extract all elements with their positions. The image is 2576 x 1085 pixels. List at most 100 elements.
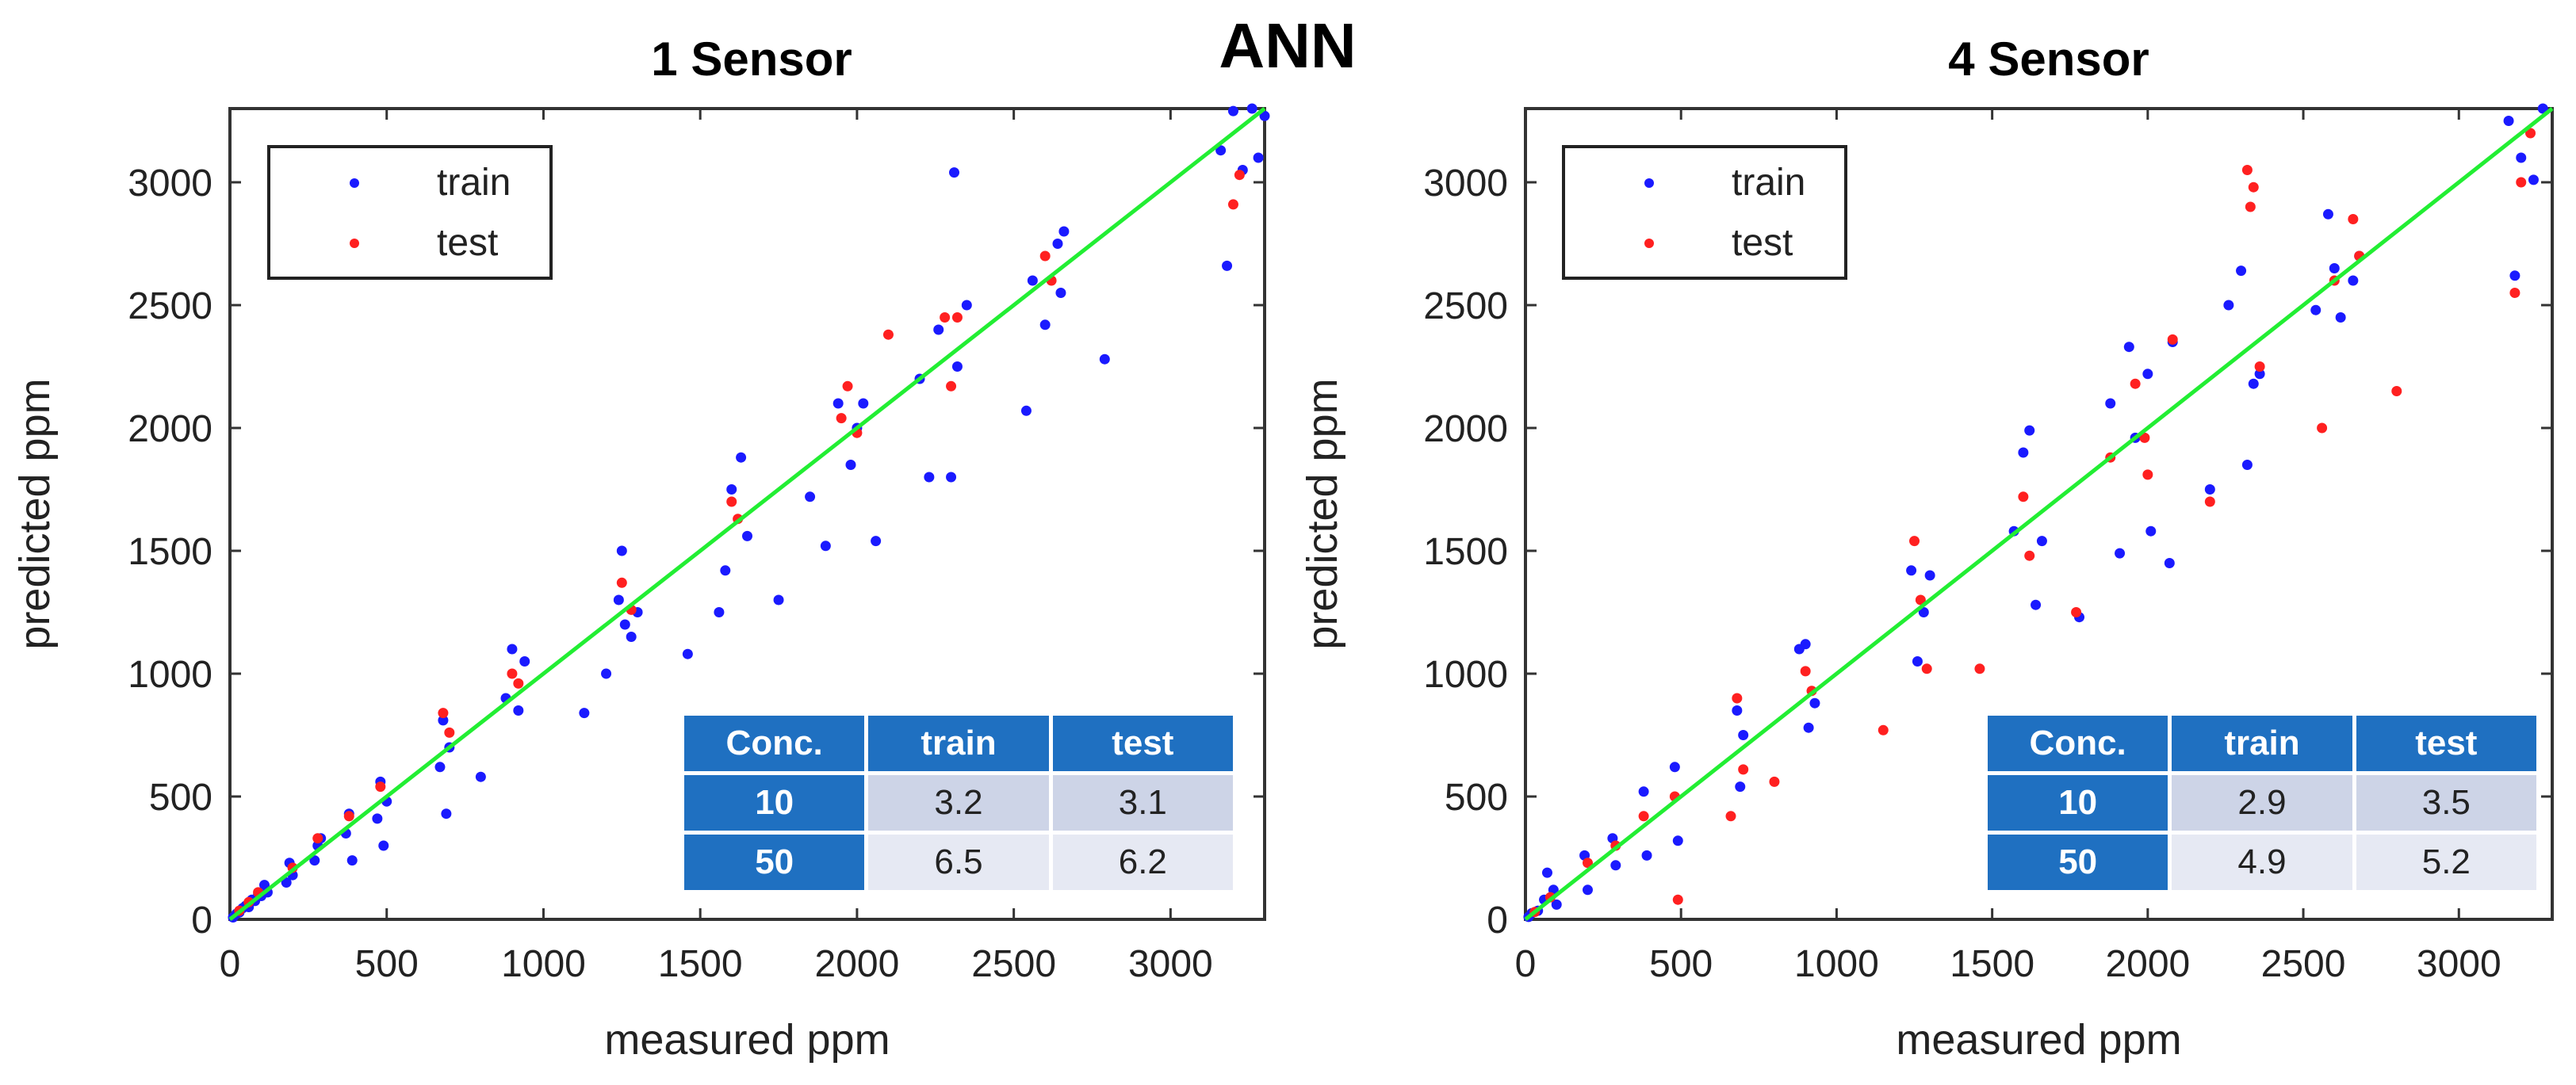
data-point-train	[2509, 270, 2520, 281]
data-point-test	[507, 668, 518, 679]
data-point-test	[2018, 491, 2029, 502]
data-point-test	[2509, 288, 2520, 298]
x-tick-label: 0	[220, 943, 241, 985]
y-axis-label: predicted ppm	[11, 378, 59, 649]
y-tick-label: 1000	[128, 654, 212, 696]
data-point-train	[1246, 103, 1257, 114]
data-point-test	[1877, 724, 1889, 735]
data-point-train	[2145, 525, 2157, 537]
data-point-train	[1259, 110, 1270, 121]
data-point-train	[2329, 263, 2340, 273]
data-point-train	[1800, 639, 1811, 650]
data-point-test	[940, 312, 951, 323]
y-tick-label: 2500	[1423, 285, 1508, 327]
data-point-train	[1906, 565, 1917, 576]
data-point-train	[2335, 312, 2346, 323]
data-point-train	[1541, 867, 1552, 878]
table-cell-conc: 50	[1988, 835, 2168, 890]
chart-1-stats-table: Conc. train test 10 3.2 3.1 50 6.5 6.2	[680, 712, 1237, 894]
data-point-train	[2537, 103, 2548, 114]
data-point-train	[346, 855, 358, 866]
data-point-train	[513, 705, 524, 716]
data-point-train	[1020, 405, 1032, 416]
data-point-train	[1227, 105, 1238, 117]
data-point-train	[1641, 850, 1652, 861]
data-point-test	[1725, 811, 1736, 822]
data-point-test	[2130, 378, 2141, 389]
data-point-train	[2528, 174, 2539, 185]
table-header-row: Conc. train test	[1988, 716, 2536, 771]
data-point-test	[2245, 201, 2256, 212]
data-point-train	[1099, 353, 1110, 365]
data-point-train	[1924, 570, 1935, 581]
table-cell-train: 6.5	[868, 835, 1049, 890]
y-tick-label: 2000	[128, 408, 212, 450]
data-point-train	[2036, 536, 2047, 547]
y-tick-label: 1000	[1423, 654, 1508, 696]
x-tick-label: 3000	[1128, 943, 1213, 985]
data-point-test	[842, 380, 853, 392]
x-tick-label: 2500	[971, 943, 1056, 985]
chart-2-plot: 0 500 1000 1500 2000 2500 3000 0 500 1000 1500 2000…	[1299, 103, 2554, 1064]
data-point-train	[2236, 266, 2247, 277]
data-point-train	[858, 398, 869, 409]
legend-label-train: train	[437, 162, 511, 204]
table-row: 10 3.2 3.1	[684, 775, 1233, 831]
data-point-train	[805, 491, 816, 502]
data-point-test	[2241, 165, 2253, 175]
data-point-test	[438, 708, 449, 719]
data-point-train	[1215, 145, 1227, 156]
legend-entry-train: train	[1565, 153, 1844, 213]
y-tick-label: 0	[191, 900, 212, 942]
data-point-test	[616, 577, 627, 588]
x-tick-label: 1500	[1950, 943, 2034, 985]
test-marker-icon	[350, 239, 359, 248]
chart-2-title: 4 Sensor	[1948, 32, 2149, 86]
data-point-train	[833, 398, 844, 409]
data-point-train	[951, 361, 963, 372]
data-point-train	[2248, 378, 2259, 389]
data-point-train	[2024, 425, 2035, 436]
data-point-train	[1809, 697, 1820, 709]
table-header-cell: test	[2356, 716, 2536, 771]
table-row: 10 2.9 3.5	[1988, 775, 2536, 831]
data-point-test	[2071, 607, 2082, 617]
data-point-train	[1039, 319, 1051, 330]
table-header-row: Conc. train test	[684, 716, 1233, 771]
data-point-test	[1582, 858, 1593, 869]
y-tick-label: 500	[1445, 777, 1508, 819]
y-tick-label: 3000	[128, 162, 212, 204]
data-point-train	[619, 619, 630, 630]
fit-line	[228, 107, 1266, 921]
data-point-test	[1921, 663, 1932, 674]
table-cell-test: 3.5	[2356, 775, 2536, 831]
data-point-test	[343, 811, 354, 822]
data-point-train	[2204, 484, 2215, 495]
data-point-test	[2204, 496, 2215, 507]
legend-entry-train: train	[270, 153, 549, 213]
data-point-train	[1738, 730, 1749, 740]
x-tick-label: 0	[1515, 943, 1537, 985]
x-tick-label: 1000	[1794, 943, 1879, 985]
table-cell-conc: 50	[684, 835, 865, 890]
data-point-test	[1039, 250, 1051, 262]
data-point-test	[1800, 666, 1811, 677]
data-point-train	[1027, 275, 1038, 286]
data-point-test	[836, 413, 847, 424]
data-point-train	[378, 840, 389, 851]
x-axis-label: measured ppm	[1896, 1016, 2181, 1064]
table-header-cell: train	[2172, 716, 2352, 771]
data-point-train	[820, 541, 831, 552]
table-cell-test: 5.2	[2356, 835, 2536, 890]
data-point-train	[682, 648, 693, 659]
train-marker-icon	[350, 178, 359, 188]
data-point-train	[2223, 300, 2234, 311]
data-point-train	[507, 644, 518, 655]
table-cell-train: 3.2	[868, 775, 1049, 831]
fit-line	[1524, 107, 2554, 921]
data-point-train	[949, 167, 959, 178]
x-tick-label: 2000	[815, 943, 900, 985]
table-cell-test: 3.1	[1052, 775, 1233, 831]
y-tick-label: 500	[149, 777, 212, 819]
